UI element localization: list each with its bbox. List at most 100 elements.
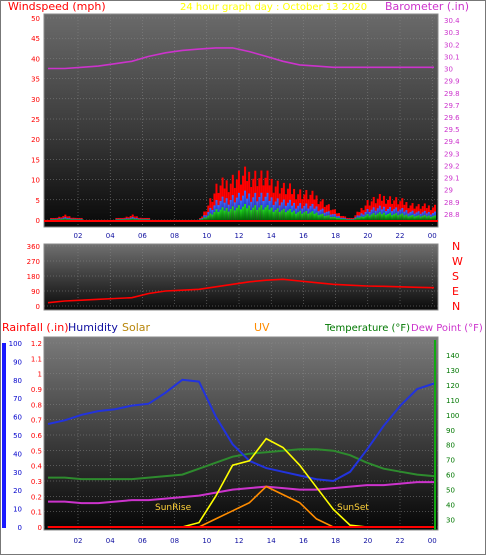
windspeed-low-bar	[370, 214, 373, 220]
barometer-tick: 29.3	[444, 150, 460, 158]
graph-date-title: 24 hour graph day : October 13 2020	[180, 2, 367, 13]
windspeed-low-bar	[72, 219, 75, 220]
temperature-time-tick: 04	[106, 537, 115, 545]
barometer-tick: 29.7	[444, 102, 460, 110]
windspeed-low-bar	[139, 219, 142, 220]
temperature-time-tick: 08	[170, 537, 179, 545]
windspeed-low-bar	[358, 217, 361, 220]
humidity-tick: 30	[13, 469, 22, 477]
windspeed-low-bar	[270, 207, 273, 220]
windspeed-low-bar	[407, 216, 410, 220]
windspeed-low-bar	[387, 213, 390, 220]
windspeed-low-bar	[338, 217, 341, 220]
windspeed-low-bar	[239, 209, 242, 220]
rainfall-tick: 1.1	[31, 355, 42, 363]
direction-degree-tick: 360	[27, 243, 40, 251]
rainfall-tick: 0.8	[31, 401, 42, 409]
humidity-tick: 10	[13, 506, 22, 514]
windspeed-title: Windspeed (mph)	[8, 0, 106, 13]
rainfall-tick: 0.4	[31, 463, 43, 471]
windspeed-low-bar	[403, 215, 406, 220]
humidity-tick: 80	[13, 377, 22, 385]
windspeed-low-bar	[60, 219, 63, 220]
wind-time-tick: 04	[106, 232, 115, 240]
temperature-tick: 70	[446, 457, 455, 465]
windspeed-tick: 30	[31, 96, 40, 104]
temperature-axis: 30 40 50 60 70 80 90 100 110 120 130 140	[446, 352, 459, 525]
wind-time-tick: 08	[170, 232, 179, 240]
windspeed-low-bar	[70, 219, 73, 220]
windspeed-low-bar	[405, 214, 408, 220]
rainfall-scale-bar	[2, 343, 6, 528]
windspeed-low-bar	[143, 219, 146, 220]
windspeed-tick: 10	[31, 177, 40, 185]
windspeed-low-bar	[397, 215, 400, 220]
wind-barometer-series	[48, 47, 434, 70]
temperature-time-tick: 14	[267, 537, 276, 545]
barometer-tick: 28.8	[444, 211, 460, 219]
windspeed-low-bar	[295, 213, 298, 220]
windspeed-low-bar	[335, 217, 338, 220]
wind-time-tick: 00	[428, 232, 437, 240]
barometer-tick: 30.3	[444, 29, 460, 37]
windspeed-low-bar	[360, 216, 363, 220]
windspeed-low-bar	[250, 210, 253, 220]
rainfall-tick: 0.9	[31, 386, 42, 394]
windspeed-low-bar	[78, 219, 81, 220]
windspeed-low-bar	[237, 205, 240, 220]
rainfall-tick: 0.1	[31, 509, 42, 517]
dew-point-line	[48, 481, 434, 505]
windspeed-low-bar	[425, 216, 428, 220]
windspeed-low-bar	[333, 216, 336, 220]
windspeed-low-bar	[272, 211, 275, 220]
windspeed-low-bar	[393, 214, 396, 220]
windspeed-low-bar	[323, 216, 326, 220]
humidity-tick: 70	[13, 395, 22, 403]
windspeed-low-bar	[54, 219, 57, 220]
wind-direction-panel	[43, 243, 439, 311]
windspeed-low-bar	[362, 217, 365, 220]
windspeed-low-bar	[135, 218, 138, 220]
temperature-tick: 140	[446, 352, 459, 360]
windspeed-low-bar	[293, 210, 296, 220]
barometer-axis: 28.8 28.9 29 29.1 29.2 29.3 29.4 29.5 29.6 29.7 29…	[444, 17, 460, 219]
wind-time-tick: 16	[299, 232, 308, 240]
windspeed-low-bar	[137, 219, 140, 220]
windspeed-low-bar	[434, 215, 436, 220]
windspeed-low-bar	[382, 212, 385, 220]
windspeed-low-bar	[223, 210, 226, 220]
windspeed-low-bar	[56, 219, 59, 220]
legend-humidity: Humidity	[68, 321, 118, 334]
barometer-tick: 29.9	[444, 78, 460, 86]
barometer-tick: 29.5	[444, 126, 460, 134]
wind-time-tick: 12	[235, 232, 244, 240]
windspeed-low-bar	[199, 219, 202, 220]
windspeed-low-bar	[395, 213, 398, 220]
windspeed-low-bar	[380, 214, 383, 220]
wind-grid	[44, 14, 438, 226]
windspeed-low-bar	[50, 219, 53, 220]
windspeed-low-bar	[207, 215, 210, 220]
temperature-tick: 130	[446, 367, 459, 375]
direction-compass-tick: N	[452, 300, 460, 313]
windspeed-low-bar	[80, 219, 83, 220]
temperature-tick: 100	[446, 412, 459, 420]
windspeed-low-bar	[244, 203, 247, 220]
windspeed-low-bar	[282, 208, 285, 220]
windspeed-low-bar	[256, 209, 259, 220]
windspeed-low-bar	[309, 212, 312, 220]
windspeed-low-bar	[303, 212, 306, 220]
temperature-tick: 120	[446, 382, 459, 390]
windspeed-low-bar	[368, 215, 371, 220]
windspeed-low-bar	[52, 219, 55, 220]
windspeed-low-bar	[219, 209, 222, 220]
windspeed-tick: 40	[31, 55, 40, 63]
windspeed-low-bar	[421, 215, 424, 220]
wind-direction-line	[47, 278, 435, 304]
sunrise-label: SunRise	[155, 503, 192, 513]
windspeed-tick: 0	[36, 217, 40, 225]
windspeed-low-bar	[417, 215, 420, 220]
windspeed-low-bar	[121, 219, 124, 220]
temperature-tick: 50	[446, 487, 455, 495]
direction-degree-tick: 90	[31, 288, 40, 296]
